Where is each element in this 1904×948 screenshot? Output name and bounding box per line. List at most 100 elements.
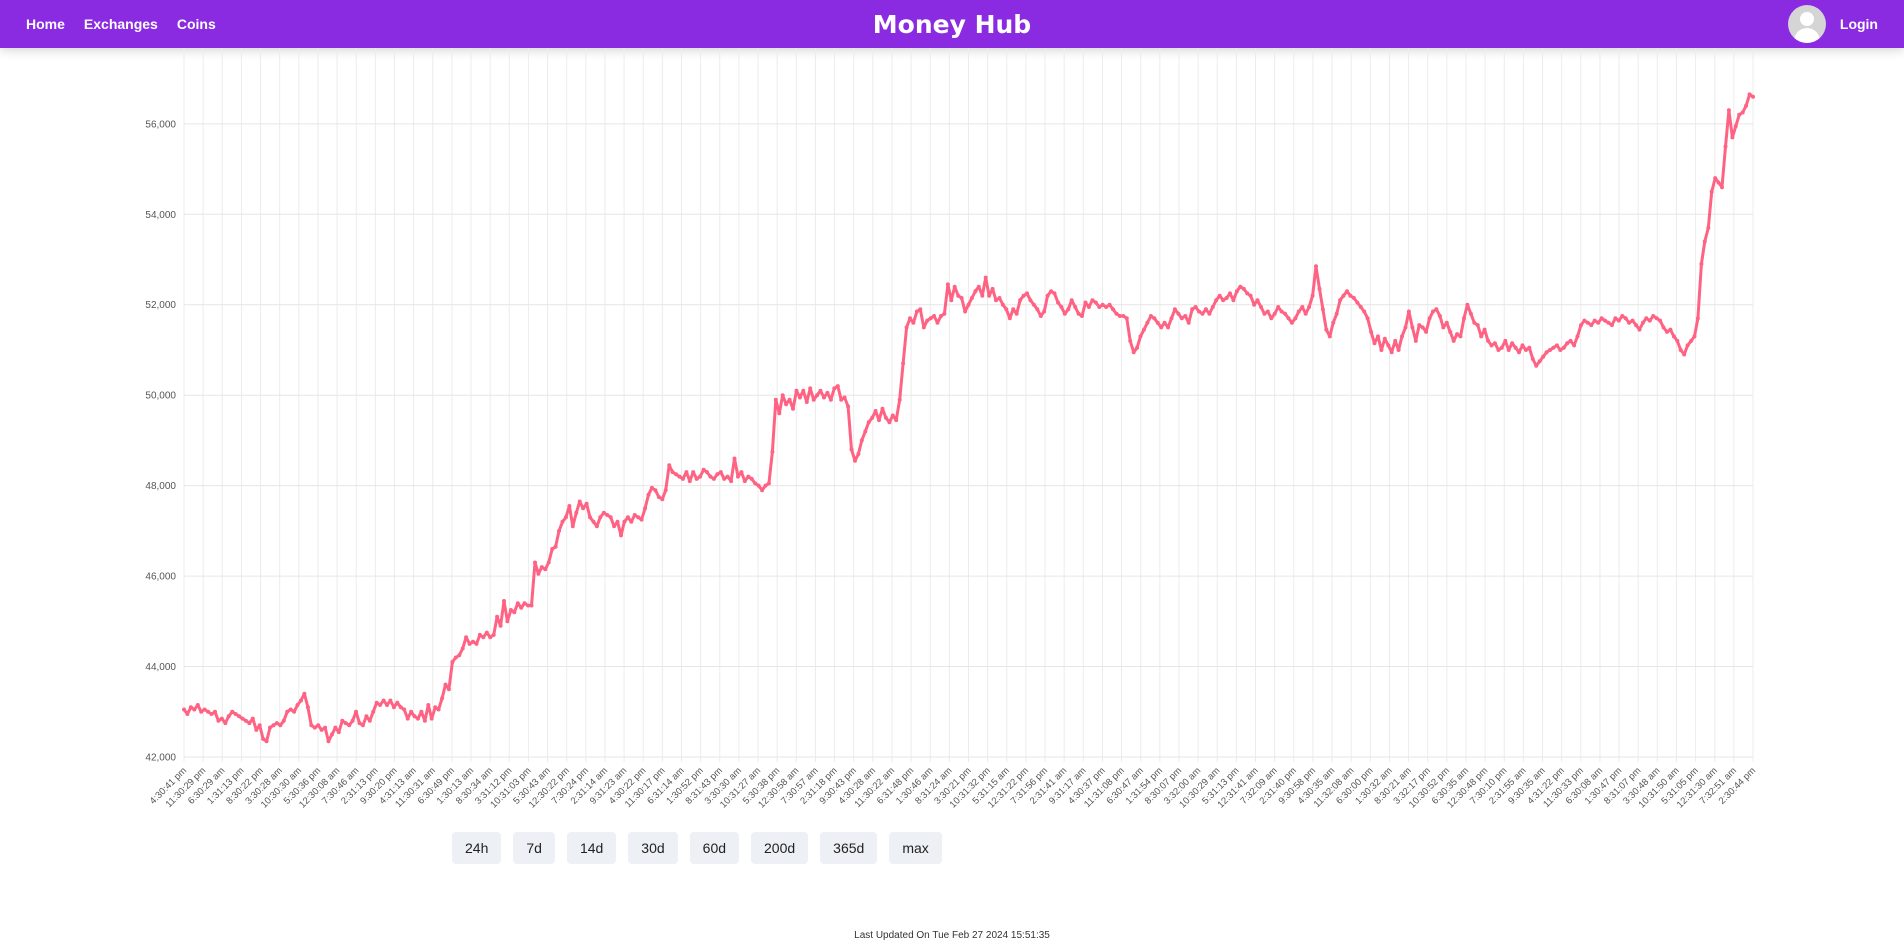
login-link[interactable]: Login [1839, 16, 1878, 32]
data-point [323, 725, 328, 730]
data-point [1706, 225, 1711, 230]
data-point [684, 470, 689, 475]
data-point [1665, 329, 1669, 334]
nav-link-home[interactable]: Home [26, 16, 65, 32]
data-point [939, 314, 943, 318]
data-point [736, 474, 740, 479]
price-chart-area: 42,000 44,000 46,000 48,000 50,000 52,000 54,0… [0, 48, 1904, 828]
data-point [305, 705, 310, 710]
data-point [402, 707, 407, 712]
data-point [1465, 302, 1470, 307]
data-point [477, 632, 482, 637]
nav-link-exchanges[interactable]: Exchanges [83, 16, 158, 32]
y-axis-ticks: 42,000 44,000 46,000 48,000 50,000 52,000 54,0… [145, 119, 176, 763]
data-point [1296, 309, 1301, 314]
data-point [505, 619, 510, 624]
data-point [608, 515, 613, 520]
nav-link-coins[interactable]: Coins [176, 16, 216, 32]
data-point [398, 705, 403, 710]
data-point [1444, 320, 1449, 325]
data-point [1117, 314, 1122, 318]
data-point [360, 723, 365, 728]
data-point [584, 501, 589, 506]
data-point [333, 725, 338, 730]
data-point [1369, 329, 1374, 334]
data-point [1489, 343, 1494, 348]
data-point [1513, 345, 1518, 350]
data-point [787, 397, 792, 402]
range-button-max[interactable]: max [889, 832, 942, 864]
data-point [1554, 343, 1559, 348]
data-point [219, 716, 224, 721]
data-point [460, 646, 465, 651]
data-point [1527, 345, 1532, 350]
price-series-points [182, 92, 1755, 744]
data-point [1709, 189, 1714, 194]
data-point [281, 718, 286, 723]
data-point [1338, 298, 1343, 303]
data-point [1389, 350, 1394, 355]
data-point [1086, 305, 1091, 309]
data-point [1365, 316, 1370, 321]
data-point [1499, 345, 1504, 350]
data-point [1207, 311, 1212, 316]
data-point [708, 474, 713, 479]
data-point [464, 635, 469, 640]
data-point [856, 452, 861, 456]
data-point [206, 709, 211, 714]
data-point [718, 470, 723, 475]
range-button-365d[interactable]: 365d [820, 832, 878, 864]
data-point [574, 510, 579, 515]
data-point [1169, 316, 1174, 321]
data-point [598, 515, 603, 520]
data-point [1503, 338, 1508, 343]
data-point [1228, 291, 1232, 296]
data-point [1713, 176, 1718, 181]
range-button-24h[interactable]: 24h [452, 832, 502, 864]
data-point [1179, 316, 1184, 321]
range-button-7d[interactable]: 7d [513, 832, 555, 864]
data-point [1114, 311, 1119, 316]
avatar-icon[interactable] [1787, 5, 1826, 43]
data-point [835, 384, 840, 389]
data-point [1300, 305, 1305, 309]
data-point [1692, 334, 1697, 339]
data-point [330, 732, 334, 737]
data-point [405, 716, 410, 721]
data-point [670, 470, 675, 475]
data-point [1482, 327, 1487, 332]
data-point [1283, 311, 1288, 316]
data-point [1107, 302, 1112, 307]
data-point [1262, 311, 1267, 316]
data-point [1413, 338, 1418, 343]
data-point [846, 404, 851, 409]
data-point [550, 547, 555, 551]
data-point [911, 320, 916, 325]
nav-links: Home Exchanges Coins [26, 0, 216, 48]
data-point [956, 293, 961, 298]
data-point [1382, 336, 1387, 341]
range-button-200d[interactable]: 200d [751, 832, 809, 864]
data-point [381, 698, 386, 703]
data-point [1723, 144, 1728, 149]
data-point [378, 703, 383, 707]
price-line-chart[interactable]: 42,000 44,000 46,000 48,000 50,000 52,000 54,0… [0, 48, 1904, 828]
data-point [1093, 300, 1098, 305]
data-point [512, 610, 517, 615]
data-point [694, 476, 699, 481]
data-point [1028, 298, 1033, 303]
data-point [491, 632, 496, 637]
range-button-30d[interactable]: 30d [628, 832, 678, 864]
data-point [770, 449, 775, 454]
data-point [247, 721, 252, 726]
data-point [952, 284, 957, 289]
range-button-60d[interactable]: 60d [689, 832, 740, 864]
data-point [364, 714, 369, 719]
range-button-14d[interactable]: 14d [566, 832, 617, 864]
data-point [1431, 309, 1435, 314]
data-point [1740, 110, 1745, 115]
data-point [1506, 348, 1511, 352]
data-point [292, 709, 297, 714]
data-point [1031, 302, 1036, 307]
data-point [732, 456, 737, 461]
